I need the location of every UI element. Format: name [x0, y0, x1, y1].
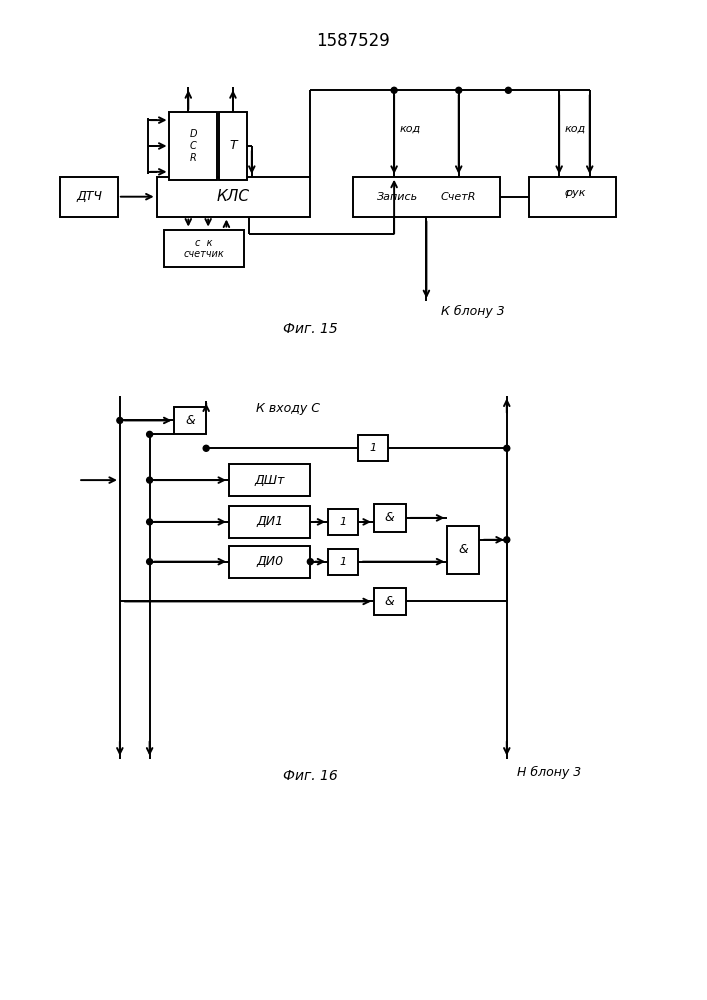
Text: Запись: Запись: [377, 192, 418, 202]
Bar: [448, 526, 479, 574]
Circle shape: [308, 559, 313, 565]
Circle shape: [146, 519, 153, 525]
Text: код: код: [564, 124, 585, 134]
Text: &: &: [385, 511, 395, 524]
Bar: [219, 112, 247, 180]
Text: ДТЧ: ДТЧ: [76, 190, 102, 203]
Bar: [165, 230, 244, 267]
Bar: [175, 407, 206, 434]
Circle shape: [146, 559, 153, 565]
Bar: [170, 112, 217, 180]
Text: ДИ0: ДИ0: [256, 555, 284, 568]
Bar: [358, 435, 387, 461]
Bar: [529, 177, 616, 217]
Text: 1587529: 1587529: [316, 32, 390, 50]
Bar: [229, 464, 310, 496]
Circle shape: [146, 431, 153, 437]
Text: К входу C: К входу C: [256, 402, 320, 415]
Text: Н блону 3: Н блону 3: [517, 766, 581, 779]
Text: 1: 1: [339, 557, 346, 567]
Text: К блону 3: К блону 3: [441, 305, 505, 318]
Bar: [229, 546, 310, 578]
Text: T: T: [229, 139, 237, 152]
Bar: [156, 177, 310, 217]
Bar: [328, 549, 358, 575]
Bar: [374, 588, 406, 615]
Text: ДШт: ДШт: [255, 474, 285, 487]
Text: СчетR: СчетR: [441, 192, 477, 202]
Bar: [229, 506, 310, 538]
Circle shape: [504, 537, 510, 543]
Text: &: &: [458, 543, 468, 556]
Text: с  к
счетчик: с к счетчик: [184, 238, 225, 259]
Bar: [328, 509, 358, 535]
Circle shape: [504, 445, 510, 451]
Bar: [60, 177, 118, 217]
Text: код: код: [399, 124, 421, 134]
Bar: [353, 177, 500, 217]
Circle shape: [391, 87, 397, 93]
Circle shape: [146, 477, 153, 483]
Circle shape: [456, 87, 462, 93]
Text: D
C
R: D C R: [189, 129, 197, 163]
Text: 1: 1: [369, 443, 376, 453]
Text: 1: 1: [339, 517, 346, 527]
Text: рук: рук: [565, 188, 585, 198]
Text: &: &: [385, 595, 395, 608]
Text: Фиг. 16: Фиг. 16: [283, 769, 338, 783]
Text: КЛС: КЛС: [217, 189, 250, 204]
Text: ДИ1: ДИ1: [256, 515, 284, 528]
Circle shape: [203, 445, 209, 451]
Text: Фиг. 15: Фиг. 15: [283, 322, 338, 336]
Circle shape: [117, 417, 123, 423]
Text: с: с: [565, 188, 570, 198]
Bar: [374, 504, 406, 532]
Text: &: &: [185, 414, 195, 427]
Circle shape: [506, 87, 511, 93]
